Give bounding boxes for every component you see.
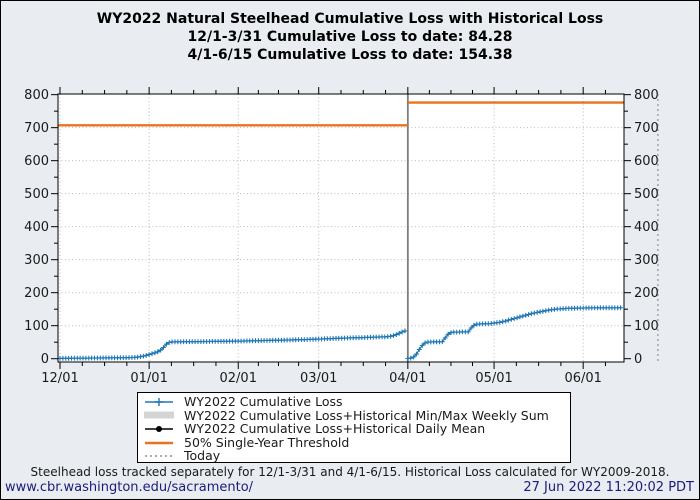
chart-subtitle-winter: 12/1-3/31 Cumulative Loss to date: 84.28 xyxy=(187,29,513,45)
band-swatch-icon xyxy=(144,411,174,419)
line-swatch-icon xyxy=(145,441,173,444)
footer-note: Steelhead loss tracked separately for 12… xyxy=(30,465,670,479)
svg-text:800: 800 xyxy=(634,88,659,103)
line-plus-swatch-icon xyxy=(145,397,173,406)
plot-background xyxy=(58,94,624,362)
legend-label: Today xyxy=(184,448,221,463)
svg-text:03/01: 03/01 xyxy=(300,371,337,386)
dotted-swatch-icon xyxy=(145,455,173,457)
svg-text:0: 0 xyxy=(634,352,642,367)
legend-item: Today xyxy=(144,448,570,463)
site-link[interactable]: www.cbr.washington.edu/sacramento/ xyxy=(5,480,254,495)
chart-subtitle-spring: 4/1-6/15 Cumulative Loss to date: 154.38 xyxy=(187,47,513,63)
svg-text:05/01: 05/01 xyxy=(475,371,512,386)
legend-item: WY2022 Cumulative Loss xyxy=(144,395,570,409)
timestamp: 27 Jun 2022 11:20:02 PDT xyxy=(523,480,694,495)
svg-text:06/01: 06/01 xyxy=(564,371,601,386)
cumulative-loss-line xyxy=(57,328,408,361)
y-axis-right-labels: 0 100 200 300 400 500 600 700 800 xyxy=(634,88,659,367)
svg-text:100: 100 xyxy=(24,319,49,334)
svg-text:04/01: 04/01 xyxy=(389,371,426,386)
x-axis-labels: 12/01 01/01 02/01 03/01 04/01 05/01 06/01 xyxy=(41,371,602,386)
svg-text:500: 500 xyxy=(634,187,659,202)
line-dot-swatch-icon xyxy=(145,425,173,432)
y-axis-left-labels: 0 100 200 300 400 500 600 700 800 xyxy=(24,88,49,367)
legend-label: WY2022 Cumulative Loss+Historical Min/Ma… xyxy=(184,407,549,423)
svg-text:200: 200 xyxy=(24,286,49,301)
legend-label: WY2022 Cumulative Loss+Historical Daily … xyxy=(184,421,486,437)
svg-text:300: 300 xyxy=(634,253,659,268)
chart-title: WY2022 Natural Steelhead Cumulative Loss… xyxy=(96,11,604,27)
chart-title-block: WY2022 Natural Steelhead Cumulative Loss… xyxy=(1,10,699,64)
svg-text:700: 700 xyxy=(634,121,659,136)
legend-label: WY2022 Cumulative Loss xyxy=(184,394,343,409)
cumulative-loss-line xyxy=(405,305,623,361)
svg-text:01/01: 01/01 xyxy=(130,371,167,386)
svg-text:500: 500 xyxy=(24,187,49,202)
legend-item: WY2022 Cumulative Loss+Historical Min/Ma… xyxy=(144,407,570,423)
legend: WY2022 Cumulative Loss WY2022 Cumulative … xyxy=(137,392,571,463)
svg-text:300: 300 xyxy=(24,253,49,268)
svg-text:600: 600 xyxy=(634,154,659,169)
axis-ticks xyxy=(51,87,631,369)
legend-item: WY2022 Cumulative Loss+Historical Daily … xyxy=(144,422,570,436)
svg-text:600: 600 xyxy=(24,154,49,169)
svg-text:100: 100 xyxy=(634,319,659,334)
svg-text:200: 200 xyxy=(634,286,659,301)
threshold-lines xyxy=(58,101,624,127)
svg-text:400: 400 xyxy=(24,220,49,235)
svg-text:02/01: 02/01 xyxy=(220,371,257,386)
legend-item: 50% Single-Year Threshold xyxy=(144,436,570,450)
svg-text:400: 400 xyxy=(634,220,659,235)
svg-text:12/01: 12/01 xyxy=(41,371,78,386)
svg-text:0: 0 xyxy=(41,352,49,367)
svg-text:700: 700 xyxy=(24,121,49,136)
svg-text:800: 800 xyxy=(24,88,49,103)
legend-label: 50% Single-Year Threshold xyxy=(184,434,350,450)
